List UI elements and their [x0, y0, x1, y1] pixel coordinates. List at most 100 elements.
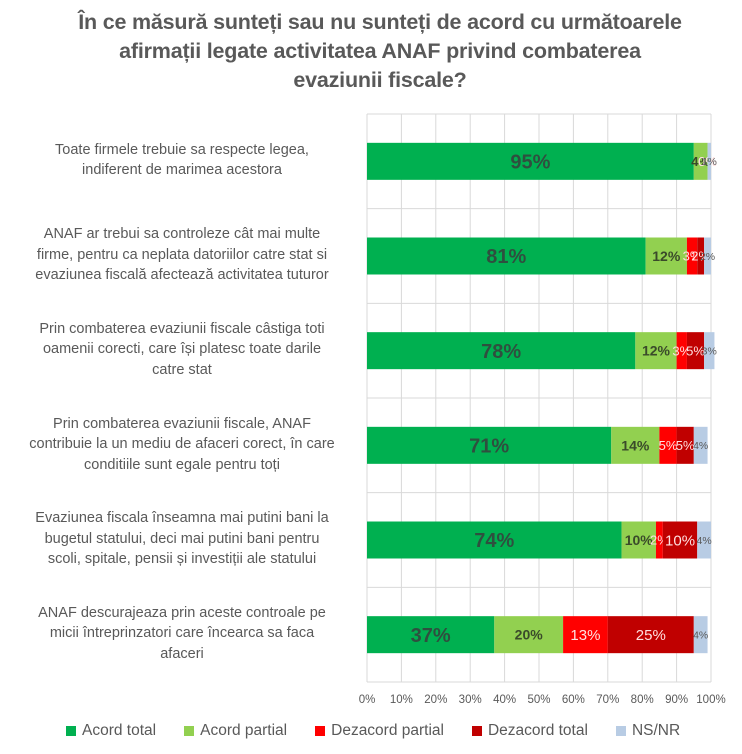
x-tick-label: 20%	[424, 694, 447, 706]
x-tick-label: 60%	[562, 694, 585, 706]
x-tick-label: 50%	[527, 694, 550, 706]
category-label-line: ANAF ar trebui sa controleze cât mai mul…	[43, 226, 321, 243]
bar-segment-acord-partial	[645, 237, 687, 275]
category-label: Evaziunea fiscala înseamna mai putini ba…	[8, 508, 356, 570]
legend-label: NS/NR	[631, 722, 681, 739]
data-label: 4%	[693, 440, 708, 452]
bar-segment-ns-nr	[707, 142, 711, 180]
x-axis-ticks: 0% 10% 20% 30% 40% 50% 60% 70% 80% 90% 100%	[359, 694, 726, 706]
legend: Acord total Acord partial Dezacord partial…	[66, 720, 708, 742]
bar-segment-acord-total	[367, 426, 612, 464]
category-label-line: catre stat	[152, 361, 212, 378]
legend-swatch	[315, 726, 326, 736]
bar-segment-dezacord-total	[686, 332, 705, 370]
bar-segment-dezacord-partial	[563, 616, 608, 654]
category-label-line: evaziunea fiscală afectează activitatea …	[35, 267, 329, 284]
bar-row: 95%4%0%0%1%	[367, 142, 717, 180]
legend-label: Dezacord partial	[331, 722, 444, 739]
category-label-line: Evaziunea fiscala înseamna mai putini ba…	[35, 510, 329, 527]
bar-segment-acord-total	[367, 521, 622, 559]
category-label-line: conditiile sunt egale pentru toți	[84, 456, 280, 473]
data-label: 71%	[469, 436, 509, 458]
data-label: 4%	[693, 629, 708, 641]
bar-segment-acord-total	[367, 237, 646, 275]
bar-row: 71% 14% 5%5%4%	[367, 426, 708, 464]
data-label: 10%	[665, 532, 695, 549]
data-label: 13%	[570, 627, 600, 644]
category-label-line: micii întreprinzatori care încearca sa f…	[49, 625, 315, 642]
category-label-line: afaceri	[160, 645, 204, 662]
legend-item: Acord total	[66, 722, 156, 740]
data-label: 5%	[676, 438, 695, 453]
legend-item: Dezacord partial	[315, 722, 444, 740]
bar-segment-acord-total	[367, 142, 694, 180]
x-tick-label: 30%	[459, 694, 482, 706]
category-label: ANAF ar trebui sa controleze cât mai mul…	[8, 224, 356, 286]
bars: 95%4%0%0%1%81%12%3%2%2%78%12%3%5%3%71%14…	[367, 142, 717, 654]
legend-swatch	[66, 726, 76, 736]
chart-title-line: evaziunii fiscale?	[293, 68, 467, 92]
category-label: Prin combaterea evaziunii fiscale, ANAF c…	[8, 414, 356, 476]
data-label: 12%	[652, 248, 681, 264]
bar-segment-acord-partial	[635, 332, 677, 370]
bar-segment-acord-partial	[621, 521, 656, 559]
bar-row: 81% 12% 3%2%2%	[367, 237, 715, 275]
bar-segment-dezacord-partial	[686, 237, 698, 275]
category-label-line: contribuie la un mediu de afaceri corect…	[29, 436, 335, 453]
chart-title: În ce măsură sunteți sau nu sunteți de a…	[40, 8, 720, 95]
legend-label: Acord partial	[200, 722, 288, 739]
data-label: 10%	[625, 532, 654, 548]
data-label: 3%	[702, 345, 717, 357]
bar-row: 37% 20% 13% 25% 4%	[367, 616, 708, 654]
chart-title-line: afirmații legate activitatea ANAF privin…	[119, 39, 641, 63]
category-label: Toate firmele trebuie sa respecte legea,…	[8, 140, 356, 181]
bar-segment-acord-total	[367, 616, 495, 654]
legend-item: Dezacord total	[471, 722, 588, 740]
bar-segment-acord-total	[367, 332, 636, 370]
category-label-line: Prin combaterea evaziunii fiscale, ANAF	[53, 415, 311, 432]
data-label: 78%	[481, 341, 521, 363]
legend-swatch	[471, 726, 482, 736]
data-label: 4%	[691, 154, 710, 169]
legend-label: Dezacord total	[487, 722, 588, 739]
bar-segment-dezacord-total	[697, 237, 705, 275]
data-label: 81%	[486, 246, 526, 268]
category-label: Prin combaterea evaziunii fiscale câstig…	[8, 319, 356, 381]
legend-item: NS/NR	[615, 722, 681, 740]
bar-segment-dezacord-partial	[676, 332, 687, 370]
gridlines	[366, 113, 712, 683]
x-tick-label: 10%	[390, 694, 413, 706]
bar-segment-ns-nr	[693, 426, 708, 464]
data-label: 3%	[672, 343, 691, 358]
x-tick-label: 40%	[493, 694, 516, 706]
data-label: 25%	[636, 627, 666, 644]
bar-segment-dezacord-total	[662, 521, 698, 559]
x-tick-label: 70%	[596, 694, 619, 706]
x-tick-label: 100%	[696, 694, 725, 706]
bar-segment-ns-nr	[693, 616, 708, 654]
bar-segment-acord-partial	[494, 616, 564, 654]
bar-segment-ns-nr	[704, 332, 715, 370]
legend-swatch	[615, 726, 626, 736]
data-label: 5%	[686, 343, 705, 358]
data-label: 74%	[474, 530, 514, 552]
category-label-line: firme, pentru ca neplata datoriilor catr…	[36, 246, 328, 263]
legend-item: Acord partial	[184, 722, 287, 740]
data-label: 1%	[702, 156, 717, 168]
data-label: 37%	[411, 625, 451, 647]
legend-label: Acord total	[82, 722, 157, 739]
bar-segment-dezacord-partial	[655, 521, 663, 559]
bar-segment-dezacord-total	[607, 616, 694, 654]
bar-segment-ns-nr	[704, 237, 711, 275]
bar-segment-ns-nr	[697, 521, 711, 559]
x-tick-label: 0%	[359, 694, 376, 706]
bar-segment-dezacord-partial	[659, 426, 677, 464]
bar-segment-acord-partial	[611, 426, 660, 464]
legend-swatch	[184, 726, 195, 736]
data-label: 4%	[697, 535, 712, 547]
category-label-line: scoli, spitale, pensii și investiții ale…	[47, 551, 317, 568]
bar-segment-dezacord-total	[676, 426, 694, 464]
bar-segment-acord-partial	[693, 142, 708, 180]
bar-row: 78% 12% 3%5%3%	[367, 332, 717, 370]
